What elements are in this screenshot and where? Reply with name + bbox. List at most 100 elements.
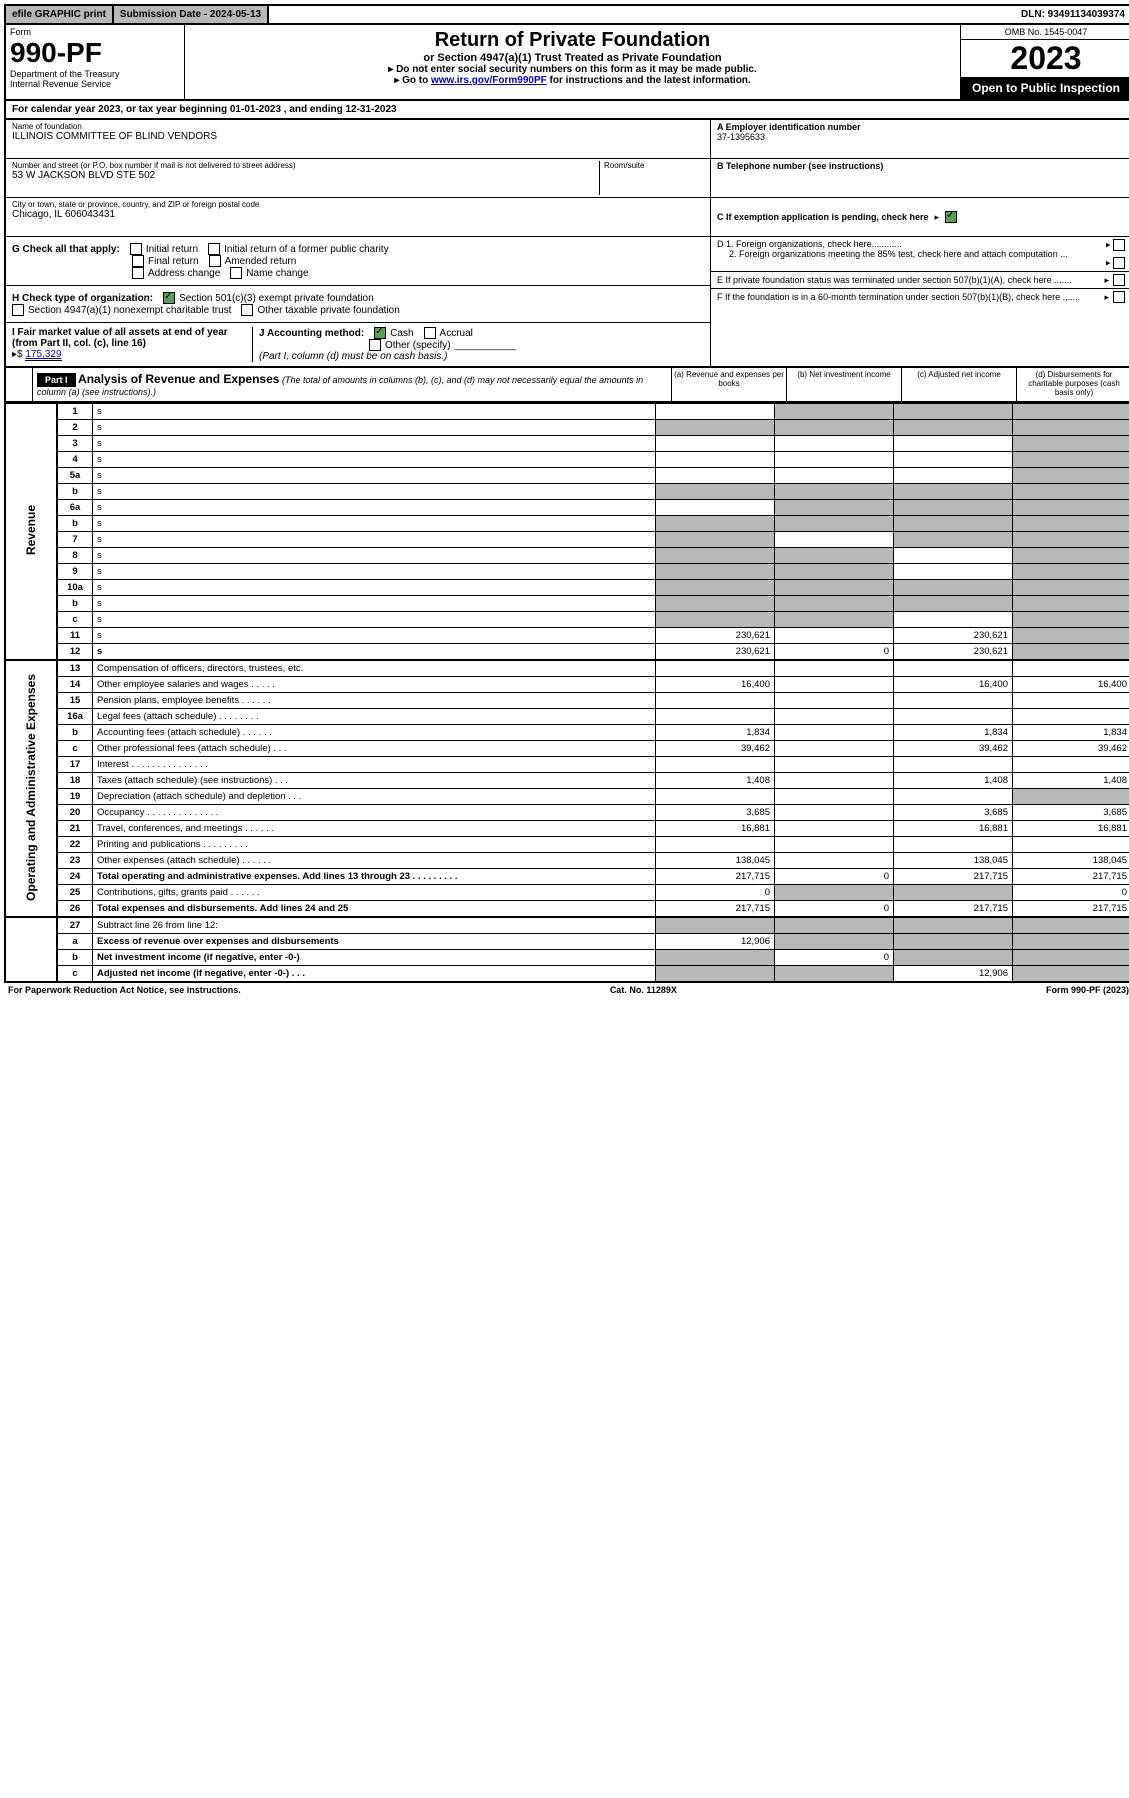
table-row: 21 Travel, conferences, and meetings . .… bbox=[5, 821, 1129, 837]
footer-mid: Cat. No. 11289X bbox=[610, 985, 677, 995]
section-i-j: I Fair market value of all assets at end… bbox=[6, 323, 710, 366]
line-description: Occupancy . . . . . . . . . . . . . . bbox=[93, 805, 656, 821]
irs-link[interactable]: www.irs.gov/Form990PF bbox=[431, 75, 547, 86]
table-row: c s bbox=[5, 612, 1129, 628]
line-number: 8 bbox=[57, 548, 93, 564]
amount-cell bbox=[894, 789, 1013, 805]
amount-cell bbox=[1013, 516, 1129, 532]
efile-label[interactable]: efile GRAPHIC print bbox=[6, 6, 114, 23]
address-change-check[interactable] bbox=[132, 267, 144, 279]
amount-cell bbox=[894, 484, 1013, 500]
foundation-name: ILLINOIS COMMITTEE OF BLIND VENDORS bbox=[12, 131, 704, 142]
line-description: s bbox=[93, 484, 656, 500]
amount-cell bbox=[775, 885, 894, 901]
final-return-check[interactable] bbox=[132, 255, 144, 267]
line-number: 4 bbox=[57, 452, 93, 468]
amount-cell bbox=[656, 660, 775, 677]
amount-cell bbox=[1013, 917, 1129, 934]
d1-check[interactable] bbox=[1113, 239, 1125, 251]
form-title: Return of Private Foundation bbox=[189, 29, 956, 52]
amount-cell: 138,045 bbox=[1013, 853, 1129, 869]
501c3-check[interactable] bbox=[163, 292, 175, 304]
name-change-check[interactable] bbox=[230, 267, 242, 279]
table-row: 15 Pension plans, employee benefits . . … bbox=[5, 693, 1129, 709]
table-row: Revenue 1 s bbox=[5, 404, 1129, 420]
other-taxable-check[interactable] bbox=[241, 304, 253, 316]
4947-check[interactable] bbox=[12, 304, 24, 316]
amount-cell bbox=[775, 917, 894, 934]
amount-cell bbox=[656, 484, 775, 500]
calendar-year-row: For calendar year 2023, or tax year begi… bbox=[4, 101, 1129, 120]
other-method-check[interactable] bbox=[369, 339, 381, 351]
line-number: 2 bbox=[57, 420, 93, 436]
amount-cell: 39,462 bbox=[1013, 741, 1129, 757]
amount-cell: 16,400 bbox=[894, 677, 1013, 693]
table-row: 26 Total expenses and disbursements. Add… bbox=[5, 901, 1129, 918]
amount-cell bbox=[775, 548, 894, 564]
amount-cell bbox=[656, 468, 775, 484]
table-row: 22 Printing and publications . . . . . .… bbox=[5, 837, 1129, 853]
line-description: Excess of revenue over expenses and disb… bbox=[93, 934, 656, 950]
amount-cell: 217,715 bbox=[894, 869, 1013, 885]
submission-date: Submission Date - 2024-05-13 bbox=[114, 6, 269, 23]
table-row: b Net investment income (if negative, en… bbox=[5, 950, 1129, 966]
amount-cell bbox=[1013, 452, 1129, 468]
cash-check[interactable] bbox=[374, 327, 386, 339]
amended-return-check[interactable] bbox=[209, 255, 221, 267]
amount-cell bbox=[894, 516, 1013, 532]
initial-return-check[interactable] bbox=[130, 243, 142, 255]
accrual-check[interactable] bbox=[424, 327, 436, 339]
line-description: s bbox=[93, 532, 656, 548]
f-check[interactable] bbox=[1113, 291, 1125, 303]
amount-cell bbox=[656, 404, 775, 420]
amount-cell bbox=[1013, 644, 1129, 661]
amended-return-label: Amended return bbox=[225, 256, 297, 267]
amount-cell bbox=[894, 693, 1013, 709]
col-b-header: (b) Net investment income bbox=[786, 368, 901, 401]
table-row: b s bbox=[5, 516, 1129, 532]
amount-cell bbox=[656, 693, 775, 709]
amount-cell: 1,408 bbox=[1013, 773, 1129, 789]
amount-cell bbox=[894, 934, 1013, 950]
exemption-pending-check[interactable] bbox=[945, 211, 957, 223]
h-label: H Check type of organization: bbox=[12, 293, 153, 304]
amount-cell: 230,621 bbox=[894, 644, 1013, 661]
amount-cell bbox=[775, 693, 894, 709]
amount-cell bbox=[1013, 468, 1129, 484]
line-description: Compensation of officers, directors, tru… bbox=[93, 660, 656, 677]
amount-cell bbox=[1013, 789, 1129, 805]
amount-cell bbox=[1013, 612, 1129, 628]
line-number: 26 bbox=[57, 901, 93, 918]
amount-cell bbox=[894, 580, 1013, 596]
amount-cell: 217,715 bbox=[1013, 869, 1129, 885]
amount-cell bbox=[656, 420, 775, 436]
table-row: c Adjusted net income (if negative, ente… bbox=[5, 966, 1129, 983]
line-description: s bbox=[93, 548, 656, 564]
initial-former-check[interactable] bbox=[208, 243, 220, 255]
line-description: s bbox=[93, 468, 656, 484]
amount-cell bbox=[775, 532, 894, 548]
header-center: Return of Private Foundation or Section … bbox=[185, 25, 960, 99]
address: 53 W JACKSON BLVD STE 502 bbox=[12, 170, 599, 181]
form-subtitle: or Section 4947(a)(1) Trust Treated as P… bbox=[189, 52, 956, 64]
amount-cell bbox=[894, 709, 1013, 725]
amount-cell bbox=[775, 484, 894, 500]
section-g: G Check all that apply: Initial return I… bbox=[6, 237, 710, 286]
amount-cell bbox=[656, 500, 775, 516]
line-number: 23 bbox=[57, 853, 93, 869]
amount-cell bbox=[1013, 837, 1129, 853]
line-description: s bbox=[93, 628, 656, 644]
irs-label: Internal Revenue Service bbox=[10, 79, 180, 89]
part1-badge: Part I bbox=[37, 373, 76, 387]
line-number: 24 bbox=[57, 869, 93, 885]
line-number: 27 bbox=[57, 917, 93, 934]
d2-check[interactable] bbox=[1113, 257, 1125, 269]
line-description: s bbox=[93, 580, 656, 596]
address-change-label: Address change bbox=[148, 268, 220, 279]
amount-cell bbox=[775, 773, 894, 789]
amount-cell: 217,715 bbox=[656, 869, 775, 885]
e-check[interactable] bbox=[1113, 274, 1125, 286]
amount-cell bbox=[894, 548, 1013, 564]
fmv-value[interactable]: 175,329 bbox=[25, 349, 61, 361]
table-row: 25 Contributions, gifts, grants paid . .… bbox=[5, 885, 1129, 901]
